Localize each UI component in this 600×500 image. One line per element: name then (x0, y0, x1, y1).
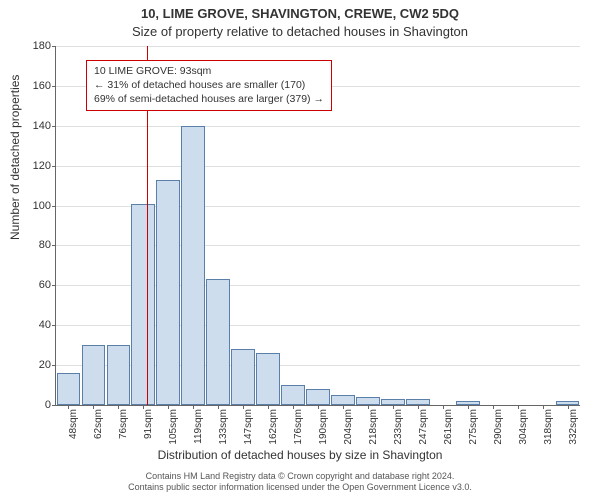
x-tick-label: 91sqm (143, 409, 154, 439)
x-tick-label: 332sqm (568, 409, 579, 445)
histogram-bar (57, 373, 81, 405)
histogram-bar (206, 279, 230, 405)
y-tick-mark (52, 126, 56, 127)
footer: Contains HM Land Registry data © Crown c… (0, 471, 600, 494)
x-tick-label: 304sqm (518, 409, 529, 445)
x-tick-label: 204sqm (343, 409, 354, 445)
annotation-line-2: ← 31% of detached houses are smaller (17… (94, 78, 324, 92)
histogram-bar (131, 204, 155, 405)
footer-line-2: Contains public sector information licen… (0, 482, 600, 494)
histogram-bar (306, 389, 330, 405)
x-tick-label: 275sqm (468, 409, 479, 445)
x-tick-label: 233sqm (393, 409, 404, 445)
y-tick-mark (52, 245, 56, 246)
y-tick-mark (52, 46, 56, 47)
annotation-box: 10 LIME GROVE: 93sqm ← 31% of detached h… (86, 60, 332, 111)
x-tick-label: 290sqm (493, 409, 504, 445)
histogram-bar (281, 385, 305, 405)
annotation-line-1: 10 LIME GROVE: 93sqm (94, 64, 324, 78)
gridline (56, 126, 580, 127)
y-tick-mark (52, 285, 56, 286)
x-tick-label: 133sqm (218, 409, 229, 445)
y-tick-mark (52, 405, 56, 406)
x-tick-label: 105sqm (168, 409, 179, 445)
x-tick-label: 48sqm (68, 409, 79, 439)
x-tick-label: 147sqm (243, 409, 254, 445)
histogram-bar (156, 180, 180, 405)
annotation-line-3: 69% of semi-detached houses are larger (… (94, 92, 324, 106)
y-tick-label: 120 (33, 160, 51, 172)
histogram-bar (107, 345, 131, 405)
histogram-bar (231, 349, 255, 405)
y-tick-label: 160 (33, 80, 51, 92)
gridline (56, 46, 580, 47)
x-tick-label: 261sqm (443, 409, 454, 445)
y-tick-label: 180 (33, 40, 51, 52)
chart-title-address: 10, LIME GROVE, SHAVINGTON, CREWE, CW2 5… (0, 6, 600, 21)
footer-line-1: Contains HM Land Registry data © Crown c… (0, 471, 600, 483)
histogram-bar (181, 126, 205, 405)
x-axis-label: Distribution of detached houses by size … (0, 448, 600, 462)
y-tick-mark (52, 206, 56, 207)
x-tick-label: 119sqm (193, 409, 204, 444)
x-tick-label: 76sqm (118, 409, 129, 439)
x-tick-label: 62sqm (93, 409, 104, 439)
histogram-bar (82, 345, 106, 405)
y-tick-mark (52, 166, 56, 167)
histogram-bar (331, 395, 355, 405)
histogram-bar (356, 397, 380, 405)
chart-title-subtitle: Size of property relative to detached ho… (0, 24, 600, 39)
x-tick-label: 318sqm (543, 409, 554, 445)
y-tick-mark (52, 365, 56, 366)
histogram-bar (256, 353, 280, 405)
y-tick-label: 20 (39, 359, 51, 371)
y-tick-mark (52, 325, 56, 326)
gridline (56, 166, 580, 167)
plot-area: 02040608010012014016018048sqm62sqm76sqm9… (55, 46, 580, 406)
y-tick-label: 100 (33, 200, 51, 212)
x-tick-label: 190sqm (318, 409, 329, 445)
x-tick-label: 218sqm (368, 409, 379, 445)
y-tick-label: 80 (39, 239, 51, 251)
y-tick-label: 60 (39, 279, 51, 291)
x-tick-label: 162sqm (268, 409, 279, 445)
y-tick-label: 40 (39, 319, 51, 331)
x-tick-label: 176sqm (293, 409, 304, 445)
x-tick-label: 247sqm (418, 409, 429, 445)
y-tick-label: 0 (45, 399, 51, 411)
chart-container: 10, LIME GROVE, SHAVINGTON, CREWE, CW2 5… (0, 0, 600, 500)
y-tick-mark (52, 86, 56, 87)
y-axis-label: Number of detached properties (8, 75, 22, 240)
y-tick-label: 140 (33, 120, 51, 132)
